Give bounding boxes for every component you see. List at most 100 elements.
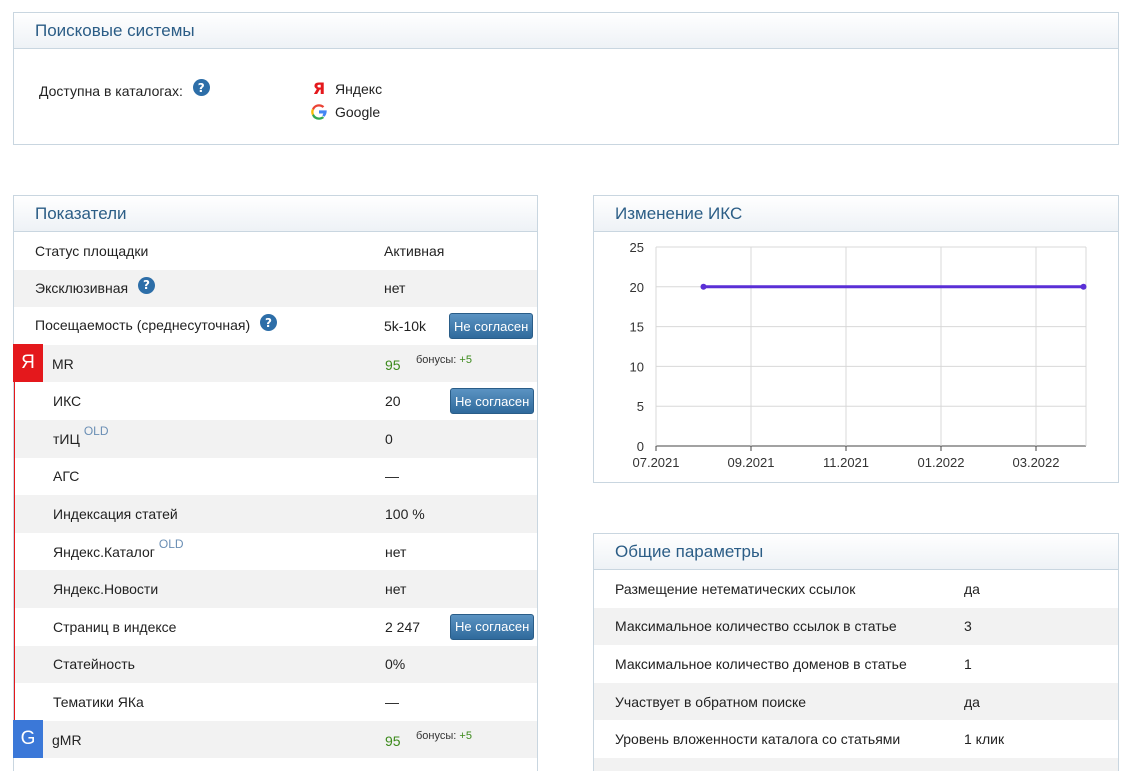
param-row: Уровень вложенности каталога со статьями… <box>594 720 1118 758</box>
row-value: 5k-10k <box>384 317 427 334</box>
param-row: Максимальное количество ссылок в статье … <box>594 607 1118 646</box>
row-label: Яндекс.Каталог OLD <box>53 537 184 560</box>
row-value: нет <box>385 581 407 598</box>
row-label: gMR <box>52 731 82 748</box>
indicator-row-mr: MR 95 бонусы: +5 <box>15 344 537 383</box>
bonus-info: бонусы: +5 <box>416 730 472 742</box>
indicator-row-ags: АГС — <box>15 458 537 496</box>
row-label: Статус площадки <box>35 242 149 259</box>
bonus-info: бонусы: +5 <box>416 354 472 366</box>
indicator-row-articles: Статейность 0% <box>15 645 537 684</box>
row-label: Тематики ЯКа <box>53 693 144 710</box>
catalog-name: Google <box>335 103 381 120</box>
catalog-list: Я Яндекс Google <box>309 77 382 123</box>
indicator-row-gmr: gMR 95 бонусы: +5 <box>15 720 537 759</box>
param-row <box>594 757 1118 771</box>
row-value: Активная <box>384 242 445 259</box>
row-value: 1 <box>964 655 972 672</box>
disagree-button[interactable]: Не согласен <box>450 388 535 415</box>
data-point <box>700 283 707 290</box>
bonus-value: +5 <box>459 729 472 742</box>
row-label: Статейность <box>53 656 135 673</box>
available-in-catalogs-label: Доступна в каталогах: ? <box>39 79 210 100</box>
disagree-button[interactable]: Не согласен <box>450 613 535 640</box>
iks-chart-panel: Изменение ИКС 0 5 10 15 20 25 07.2021 09.2021 11… <box>593 195 1119 483</box>
indicator-row-indexing: Индексация статей 100 % <box>15 495 537 533</box>
help-icon[interactable]: ? <box>137 276 155 294</box>
data-point <box>1080 283 1087 290</box>
row-label: Участвует в обратном поиске <box>615 693 807 710</box>
param-row: Размещение нетематических ссылок да <box>594 570 1118 608</box>
row-value: нет <box>384 280 406 297</box>
old-badge: OLD <box>83 423 109 438</box>
y-tick-label: 0 <box>637 439 644 454</box>
row-value: 0% <box>385 656 406 673</box>
x-tick-label: 03.2022 <box>1013 455 1060 470</box>
catalog-name: Яндекс <box>335 80 383 97</box>
row-label: MR <box>52 355 74 372</box>
y-tick-label: 20 <box>630 280 644 295</box>
bonus-label: бонусы: <box>416 729 457 742</box>
x-tick-label: 09.2021 <box>728 455 775 470</box>
x-tick-label: 01.2022 <box>918 455 965 470</box>
search-engines-title: Поисковые системы <box>14 13 1118 49</box>
row-value: 2 247 <box>385 618 421 635</box>
row-value: нет <box>385 543 407 560</box>
row-label: Посещаемость (среднесуточная) ? <box>35 314 278 334</box>
y-tick-label: 25 <box>630 240 644 255</box>
y-tick-label: 10 <box>630 359 644 374</box>
indicator-row-yandex-catalog: Яндекс.Каталог OLD нет <box>15 533 537 571</box>
yandex-block: Я MR 95 бонусы: +5 ИКС 20 Не согласен тИ… <box>13 343 537 721</box>
iks-line-chart: 0 5 10 15 20 25 07.2021 09.2021 11.2021 01.2022 03… <box>630 240 1087 470</box>
indicator-row-status: Статус площадки Активная <box>14 232 537 270</box>
old-badge: OLD <box>158 536 184 551</box>
indicator-row-tic: тИЦ OLD 0 <box>15 419 537 458</box>
indicator-row-yandex-news: Яндекс.Новости нет <box>15 570 537 608</box>
catalog-item-yandex: Я Яндекс <box>309 77 382 100</box>
available-label-text: Доступна в каталогах: <box>39 83 183 99</box>
row-value: 100 % <box>385 505 425 522</box>
row-label-text: Яндекс.Каталог <box>53 543 155 560</box>
row-value: 20 <box>385 393 401 410</box>
row-label: Уровень вложенности каталога со статьями <box>615 731 901 748</box>
x-tick-label: 11.2021 <box>823 455 869 470</box>
google-logo-icon <box>309 103 329 121</box>
row-label: Максимальное количество ссылок в статье <box>615 618 897 635</box>
help-icon[interactable]: ? <box>192 79 210 96</box>
help-icon[interactable]: ? <box>260 314 278 332</box>
catalog-item-google: Google <box>309 100 382 123</box>
indicators-panel: Показатели Статус площадки Активная Экск… <box>13 195 538 771</box>
indicator-row-pages-indexed: Страниц в индексе 2 247 Не согласен <box>15 608 537 646</box>
row-value: — <box>385 468 399 485</box>
row-value: да <box>964 580 980 597</box>
yandex-badge-icon: Я <box>13 343 43 382</box>
row-value: да <box>964 693 980 710</box>
general-params-panel: Общие параметры Размещение нетематически… <box>593 533 1119 771</box>
mr-value: 95 <box>385 356 401 373</box>
indicator-row-iks: ИКС 20 Не согласен <box>15 382 537 420</box>
row-label: Эксклюзивная ? <box>35 276 155 297</box>
row-label-text: Посещаемость (среднесуточная) <box>35 317 251 334</box>
indicator-row-exclusive: Эксклюзивная ? нет <box>14 269 537 308</box>
row-label: Размещение нетематических ссылок <box>615 580 856 597</box>
iks-chart-title: Изменение ИКС <box>594 196 1118 232</box>
y-tick-label: 5 <box>637 399 644 414</box>
indicator-row-traffic: Посещаемость (среднесуточная) ? 5k-10k Н… <box>14 307 537 345</box>
bonus-label: бонусы: <box>416 353 457 366</box>
row-label-text: Эксклюзивная <box>35 279 129 296</box>
google-badge-icon: G <box>13 719 43 758</box>
row-value: 1 клик <box>964 731 1005 748</box>
indicators-title: Показатели <box>14 196 537 232</box>
row-label-text: тИЦ <box>53 430 80 447</box>
row-label: АГС <box>53 468 80 485</box>
row-label: тИЦ OLD <box>53 424 109 447</box>
y-tick-label: 15 <box>630 320 644 335</box>
yandex-logo-icon: Я <box>312 79 326 98</box>
general-params-title: Общие параметры <box>594 534 1118 570</box>
param-row: Максимальное количество доменов в статье… <box>594 645 1118 683</box>
disagree-button[interactable]: Не согласен <box>449 313 534 340</box>
row-label: ИКС <box>53 393 82 410</box>
x-tick-label: 07.2021 <box>633 455 680 470</box>
google-block: G gMR 95 бонусы: +5 <box>13 719 537 759</box>
search-engines-panel: Поисковые системы Доступна в каталогах: … <box>13 12 1119 145</box>
